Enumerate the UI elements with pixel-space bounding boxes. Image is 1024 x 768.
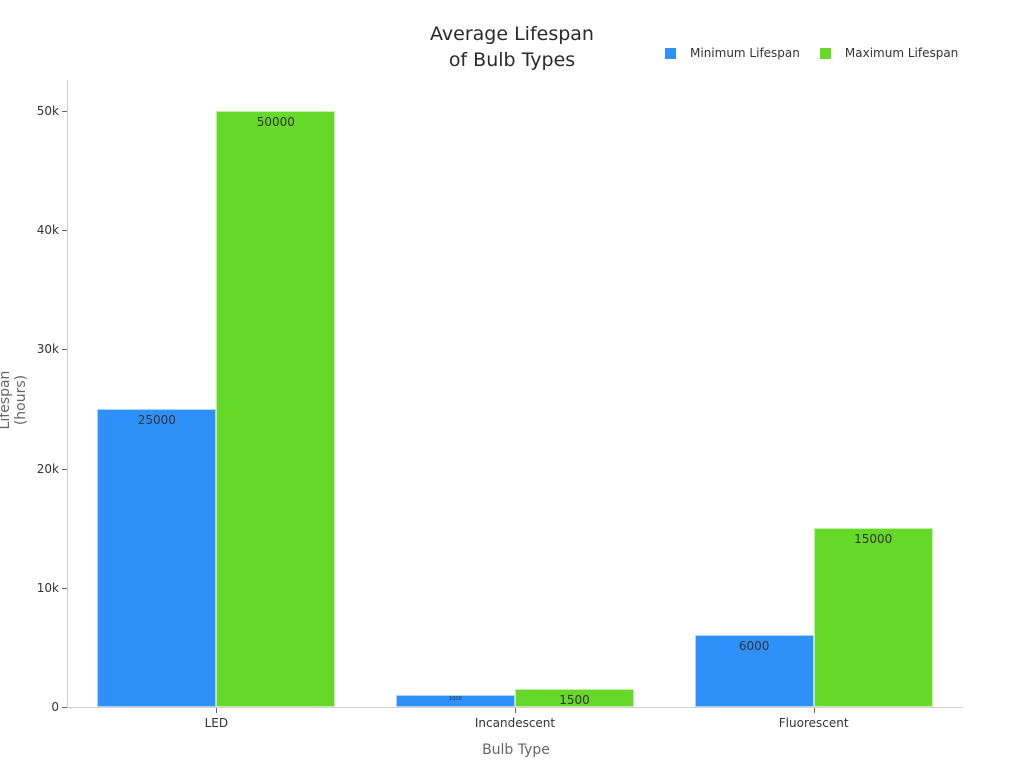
y-tick: 40k — [0, 223, 67, 237]
y-tick-label: 0 — [51, 700, 59, 714]
y-tick-mark — [62, 230, 67, 232]
bar-fluorescent-minimum[interactable]: 6000 — [694, 635, 814, 707]
y-tick-mark — [62, 349, 67, 351]
legend-item-minimum[interactable]: Minimum Lifespan — [665, 46, 800, 60]
chart-title-line-2: of Bulb Types — [448, 49, 576, 71]
y-tick: 30k — [0, 342, 67, 356]
legend-label-minimum: Minimum Lifespan — [690, 46, 800, 60]
y-axis-title: Lifespan (hours) — [0, 370, 29, 430]
y-tick: 0 — [0, 700, 67, 714]
y-tick: 20k — [0, 462, 67, 476]
x-tick-mark — [813, 708, 815, 713]
bar-led-minimum[interactable]: 25000 — [97, 409, 217, 707]
bar-value-label: 25000 — [137, 413, 176, 427]
y-tick-label: 50k — [36, 104, 59, 118]
bar-value-label: 1500 — [559, 693, 590, 708]
bar-value-label: 50000 — [256, 115, 295, 129]
y-tick-mark — [62, 707, 67, 708]
y-tick-mark — [62, 468, 67, 470]
bar-incandescent-minimum[interactable]: 1000 — [396, 695, 515, 707]
x-tick-label: Incandescent — [474, 716, 556, 730]
chart-title: Average Lifespan of Bulb Types — [362, 21, 662, 73]
x-tick-mark — [515, 708, 516, 713]
bar-fluorescent-maximum[interactable]: 15000 — [813, 528, 933, 707]
x-axis-line — [67, 707, 963, 708]
bar-incandescent-maximum[interactable]: 1500 — [515, 689, 634, 707]
x-tick-mark — [216, 708, 218, 713]
y-tick-label: 20k — [36, 461, 59, 476]
y-tick-mark — [62, 111, 67, 112]
x-axis-title: Bulb Type — [482, 742, 550, 758]
bar-value-label: 6000 — [738, 639, 770, 654]
bar-value-label: 15000 — [854, 532, 893, 547]
y-axis-line — [67, 80, 68, 708]
bar-led-maximum[interactable]: 50000 — [216, 111, 336, 707]
y-tick-label: 10k — [36, 580, 59, 595]
y-tick-label: 40k — [36, 223, 59, 238]
legend-swatch-maximum — [819, 47, 831, 59]
legend: Minimum Lifespan Maximum Lifespan — [665, 46, 978, 60]
x-tick-label: Fluorescent — [778, 716, 849, 730]
legend-item-maximum[interactable]: Maximum Lifespan — [819, 46, 959, 60]
y-tick-label: 30k — [36, 342, 59, 357]
bar-value-label: 1000 — [449, 696, 462, 703]
y-tick: 50k — [0, 104, 67, 118]
legend-label-maximum: Maximum Lifespan — [844, 46, 959, 60]
y-tick-mark — [62, 587, 67, 589]
chart-title-line-1: Average Lifespan — [430, 23, 594, 45]
legend-swatch-minimum — [665, 47, 676, 59]
y-tick: 10k — [0, 581, 67, 595]
x-tick-label: LED — [204, 716, 229, 730]
